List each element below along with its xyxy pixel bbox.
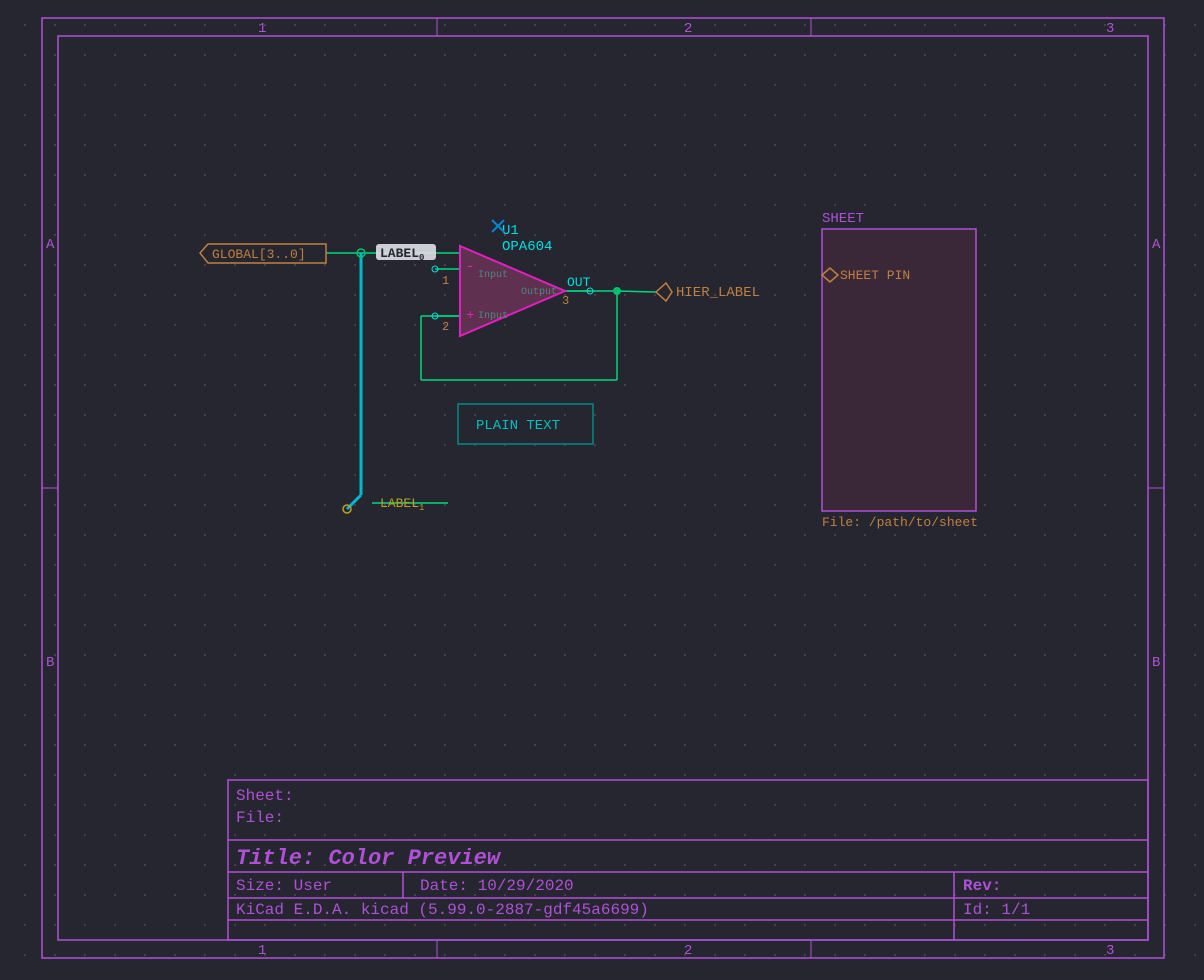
opamp-output: Output [521,287,557,298]
schematic-canvas: 1 2 3 1 2 3 A B A B Sheet: File: Titl [0,0,1204,980]
tb-size: Size: User [236,877,332,895]
sheet-pin-text: SHEET PIN [840,268,910,283]
net-label-1[interactable]: LABEL1 [380,496,424,513]
frame-ticks-bottom [437,940,811,958]
net-label-0[interactable]: LABEL0 [376,244,436,263]
wire-out-to-hier [617,291,656,292]
tb-file-label: File: [236,809,284,827]
col-2-top: 2 [684,21,692,37]
frame-inner [58,36,1148,940]
tb-id: Id: 1/1 [963,901,1030,919]
opamp-input-top: Input [478,270,508,281]
svg-text:LABEL1: LABEL1 [380,496,424,513]
opamp-pin3-num: 3 [562,294,569,308]
junction-solid [613,287,621,295]
sheet-file: File: /path/to/sheet [822,515,978,530]
svg-text:LABEL0: LABEL0 [380,246,424,263]
bus-diagonal [347,495,361,509]
global-label[interactable]: GLOBAL[3..0] [200,244,326,263]
col-1-top: 1 [258,21,266,37]
col-2-bot: 2 [684,943,692,959]
hier-label-text: HIER_LABEL [676,285,760,301]
tb-date: Date: 10/29/2020 [420,877,574,895]
frame-row-letters-right: A B [1152,237,1161,671]
tb-title: Title: Color Preview [236,846,502,871]
row-a-left: A [46,237,55,253]
opamp-pin1-num: 1 [442,274,449,288]
row-b-left: B [46,655,54,671]
opamp-ref: U1 [502,223,519,239]
opamp-input-bot: Input [478,311,508,322]
tb-generator: KiCad E.D.A. kicad (5.99.0-2887-gdf45a66… [236,901,649,919]
tb-rev: Rev: [963,877,1001,895]
frame-outer [42,18,1164,958]
opamp-component[interactable]: - + 1 2 3 Input Input Output OUT U1 OPA6… [432,223,593,336]
hier-label[interactable]: HIER_LABEL [656,283,760,301]
col-3-top: 3 [1106,21,1114,37]
sheet-symbol[interactable]: SHEET SHEET PIN File: /path/to/sheet [822,211,978,530]
frame-row-letters-left: A B [46,237,55,671]
opamp-out-label: OUT [567,275,591,290]
plain-text-box[interactable]: PLAIN TEXT [458,404,593,444]
plain-text: PLAIN TEXT [476,418,560,434]
bus-lines [347,253,361,509]
sheet-title: SHEET [822,211,864,227]
title-block: Sheet: File: Title: Color Preview Size: … [228,780,1148,940]
row-a-right: A [1152,237,1161,253]
frame-col-numbers-top: 1 2 3 [258,21,1114,37]
tb-sheet-label: Sheet: [236,787,294,805]
opamp-minus: - [466,259,474,275]
opamp-value: OPA604 [502,239,552,255]
frame-ticks-top [437,18,811,36]
col-3-bot: 3 [1106,943,1114,959]
frame-col-numbers-bottom: 1 2 3 [258,943,1114,959]
global-label-text: GLOBAL[3..0] [212,247,306,262]
col-1-bot: 1 [258,943,266,959]
row-b-right: B [1152,655,1160,671]
opamp-plus: + [466,308,474,324]
opamp-pin2-num: 2 [442,320,449,334]
